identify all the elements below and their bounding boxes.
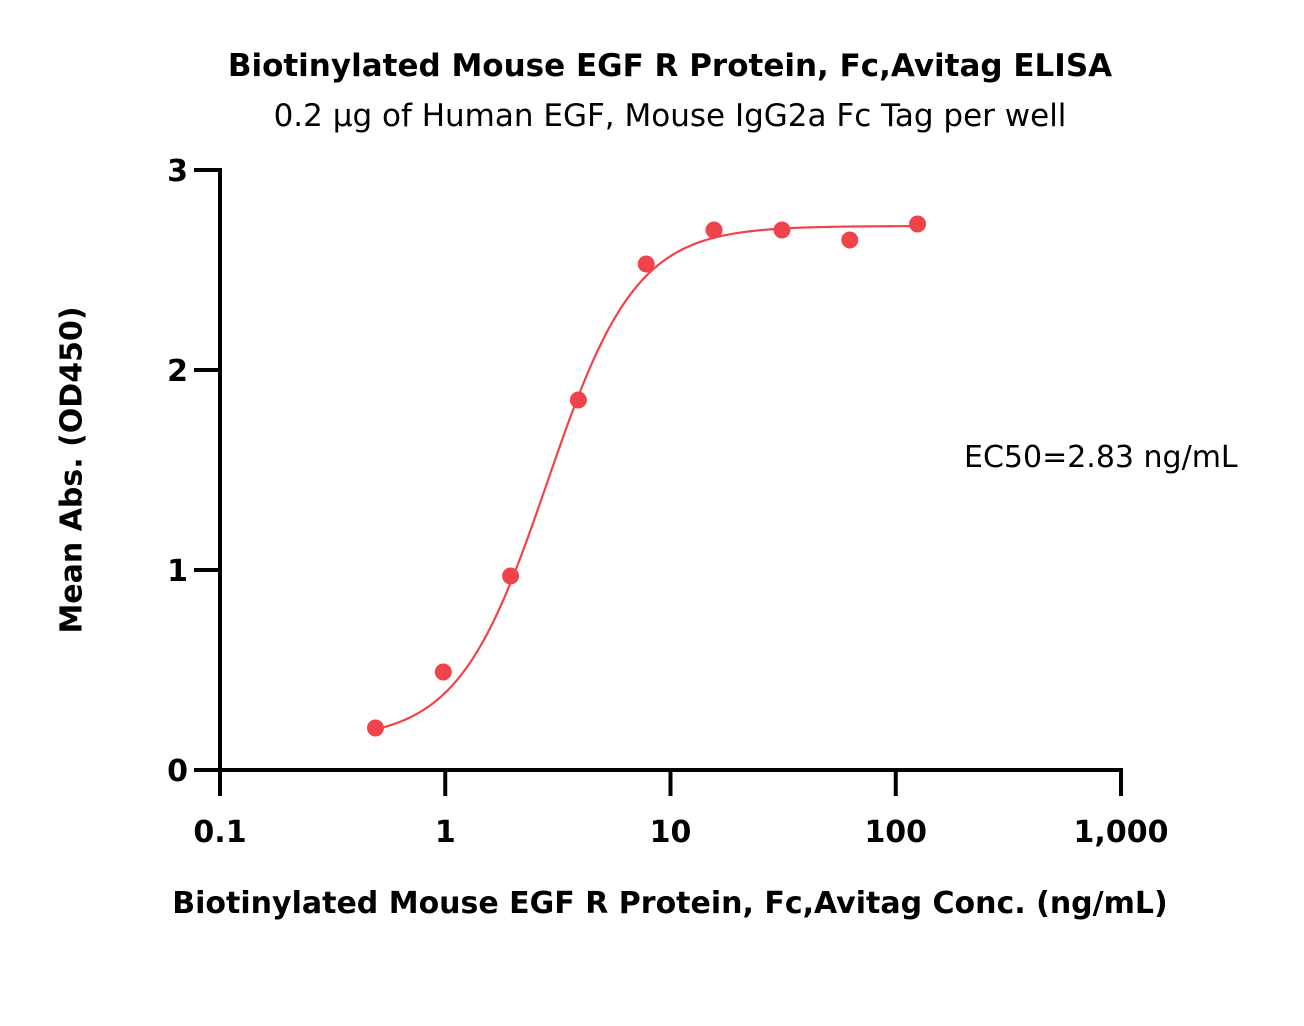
fit-curve-group — [375, 225, 918, 731]
data-point — [909, 215, 927, 233]
x-tick-label: 0.1 — [193, 815, 246, 850]
data-point — [637, 255, 655, 273]
x-tick-label: 1,000 — [1074, 815, 1169, 850]
data-point — [434, 663, 452, 681]
data-point — [705, 221, 723, 239]
data-point — [773, 221, 791, 239]
data-point — [366, 719, 384, 737]
data-points-group — [366, 215, 927, 737]
chart-title: Biotinylated Mouse EGF R Protein, Fc,Avi… — [227, 48, 1113, 84]
y-tick-label: 0 — [167, 754, 188, 789]
axes-group — [194, 168, 1123, 796]
x-tick-label: 1 — [435, 815, 456, 850]
y-axis-label: Mean Abs. (OD450) — [54, 306, 90, 634]
chart-subtitle: 0.2 μg of Human EGF, Mouse IgG2a Fc Tag … — [273, 98, 1067, 134]
data-point — [569, 391, 587, 409]
x-tick-label: 10 — [650, 815, 692, 850]
data-point — [841, 231, 859, 249]
data-point — [502, 567, 520, 585]
y-tick-label: 1 — [167, 554, 188, 589]
y-tick-label: 3 — [167, 154, 188, 189]
x-tick-label: 100 — [864, 815, 927, 850]
ec50-annotation: EC50=2.83 ng/mL — [964, 440, 1238, 475]
x-axis-label: Biotinylated Mouse EGF R Protein, Fc,Avi… — [172, 886, 1168, 921]
tick-labels-group: 0 1 2 3 0.1 1 10 100 1,000 — [167, 154, 1168, 850]
fit-curve — [375, 225, 918, 731]
y-tick-label: 2 — [167, 354, 188, 389]
